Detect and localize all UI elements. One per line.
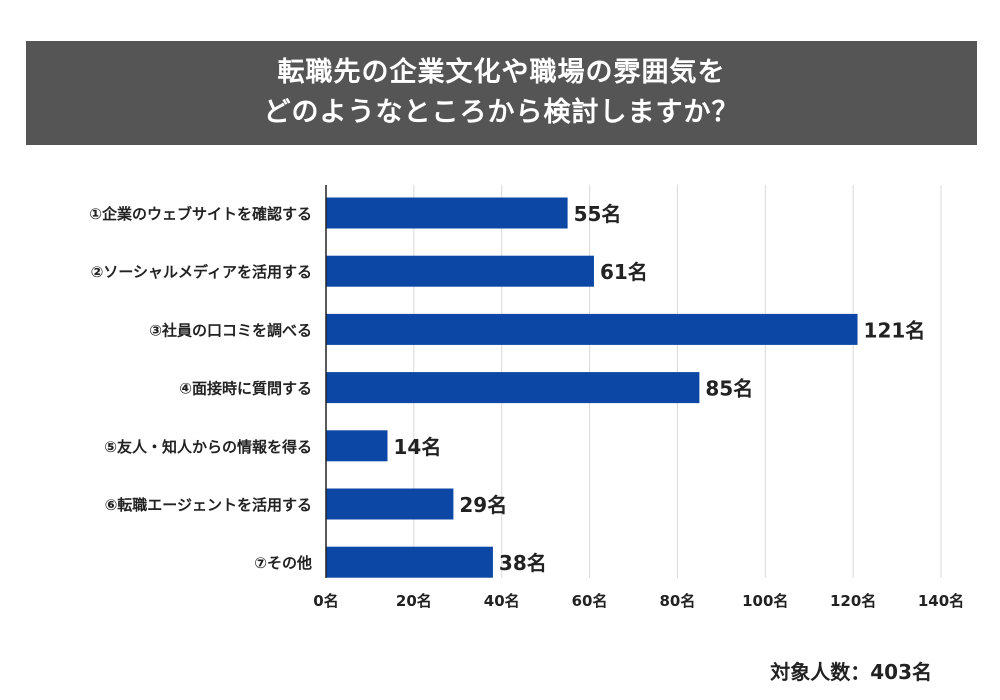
x-tick-label-2: 40名: [484, 592, 520, 610]
data-label-2: 61名: [600, 260, 648, 284]
bar-1: [326, 197, 568, 229]
respondent-count: 対象人数：403名: [770, 660, 932, 684]
chart-title-line-2: どのようなところから検討しますか？: [263, 97, 740, 128]
bar-7: [326, 546, 493, 578]
bar-3: [326, 313, 858, 345]
x-tick-label-0: 0名: [313, 592, 338, 610]
category-label-4: ④面接時に質問する: [179, 380, 312, 398]
bar-2: [326, 255, 594, 287]
category-label-1: ①企業のウェブサイトを確認する: [89, 205, 312, 223]
x-tick-label-3: 60名: [572, 592, 608, 610]
data-label-3: 121名: [864, 318, 926, 342]
category-label-5: ⑤友人・知人からの情報を得る: [104, 438, 312, 456]
bar-5: [326, 430, 388, 462]
x-tick-label-7: 140名: [918, 592, 964, 610]
data-label-7: 38名: [499, 551, 547, 575]
data-label-1: 55名: [574, 202, 622, 226]
chart-title-banner: 転職先の企業文化や職場の雰囲気を どのようなところから検討しますか？: [26, 41, 977, 145]
x-tick-label-1: 20名: [396, 592, 432, 610]
data-label-6: 29名: [459, 493, 507, 517]
x-tick-label-5: 100名: [742, 592, 788, 610]
data-label-4: 85名: [705, 377, 753, 401]
category-label-3: ③社員の口コミを調べる: [149, 321, 312, 339]
bar-4: [326, 372, 700, 404]
data-label-5: 14名: [394, 435, 442, 459]
category-label-7: ⑦その他: [254, 554, 312, 572]
x-tick-label-4: 80名: [659, 592, 695, 610]
category-label-2: ②ソーシャルメディアを活用する: [91, 263, 312, 281]
chart-title-line-1: 転職先の企業文化や職場の雰囲気を: [277, 57, 726, 88]
category-label-6: ⑥転職エージェントを活用する: [105, 496, 312, 514]
bar-6: [326, 488, 454, 520]
x-tick-label-6: 120名: [830, 592, 876, 610]
